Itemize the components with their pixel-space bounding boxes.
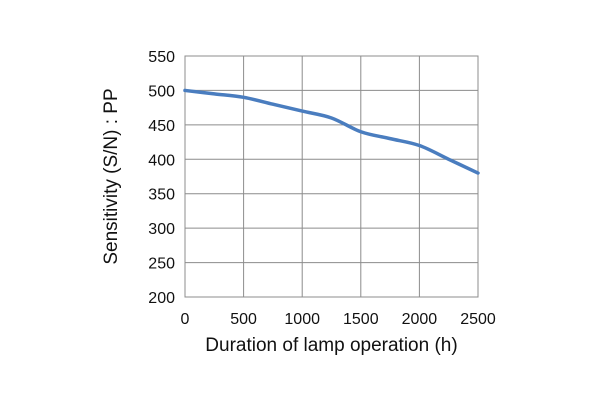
series-line-0 bbox=[183, 88, 480, 175]
x-axis-tick-labels: 0 500 1000 1500 2000 2500 bbox=[181, 311, 496, 328]
y-tick-label: 400 bbox=[148, 152, 175, 169]
y-tick-label: 350 bbox=[148, 187, 175, 204]
x-axis-title: Duration of lamp operation (h) bbox=[205, 335, 457, 356]
y-tick-label: 200 bbox=[148, 290, 175, 307]
y-axis-title: Sensitivity (S/N) : PP bbox=[101, 88, 122, 264]
series-layer bbox=[183, 88, 480, 175]
x-tick-label: 1000 bbox=[284, 311, 320, 328]
y-tick-label: 450 bbox=[148, 118, 175, 135]
x-tick-label: 0 bbox=[181, 311, 190, 328]
y-tick-label: 250 bbox=[148, 256, 175, 273]
x-tick-label: 500 bbox=[230, 311, 257, 328]
x-tick-label: 1500 bbox=[343, 311, 379, 328]
y-tick-label: 300 bbox=[148, 221, 175, 238]
plot-frame bbox=[184, 55, 479, 298]
x-tick-label: 2500 bbox=[460, 311, 496, 328]
y-axis-tick-labels: 200 250 300 350 400 450 500 550 bbox=[148, 49, 175, 307]
x-tick-label: 2000 bbox=[402, 311, 438, 328]
y-tick-label: 500 bbox=[148, 83, 175, 100]
y-tick-label: 550 bbox=[148, 49, 175, 66]
grid bbox=[184, 55, 479, 298]
